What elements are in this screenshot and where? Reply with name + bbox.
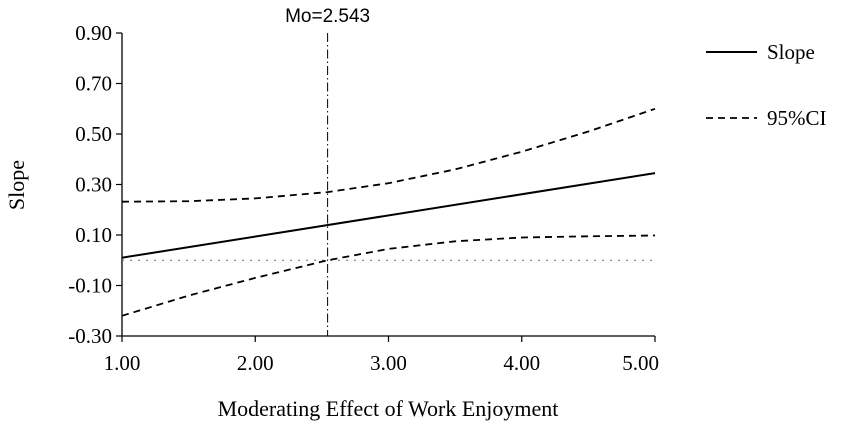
- y-tick-label: 0.70: [75, 72, 112, 96]
- x-tick-label: 3.00: [370, 351, 407, 375]
- ci-upper-line: [121, 107, 656, 203]
- y-tick-label: 0.50: [75, 122, 112, 146]
- ticks: [116, 32, 656, 342]
- ci-lower-line: [121, 234, 656, 317]
- x-tick-label: 1.00: [104, 351, 141, 375]
- y-axis-title: Slope: [4, 160, 29, 210]
- y-tick-label: 0.10: [75, 223, 112, 247]
- legend-label: 95%CI: [767, 106, 827, 130]
- x-tick-label: 2.00: [237, 351, 274, 375]
- slope-line: [121, 172, 656, 259]
- axes: [121, 33, 655, 337]
- x-axis-title: Moderating Effect of Work Enjoyment: [218, 396, 559, 421]
- y-tick-label: 0.30: [75, 173, 112, 197]
- series-lines: [121, 107, 656, 317]
- mo-annotation: Mo=2.543: [285, 6, 370, 27]
- y-tick-label: -0.10: [68, 274, 112, 298]
- x-tick-label: 4.00: [503, 351, 540, 375]
- legend: Slope 95%CI: [706, 40, 827, 130]
- tick-labels: 0.90 0.70 0.50 0.30 0.10 -0.10 -0.30 1.00 2.00 3.…: [68, 21, 659, 375]
- x-tick-label: 5.00: [622, 351, 659, 375]
- reference-lines: Mo=2.543: [122, 6, 655, 336]
- y-tick-label: -0.30: [68, 324, 112, 348]
- y-tick-label: 0.90: [75, 21, 112, 45]
- legend-label: Slope: [767, 40, 815, 64]
